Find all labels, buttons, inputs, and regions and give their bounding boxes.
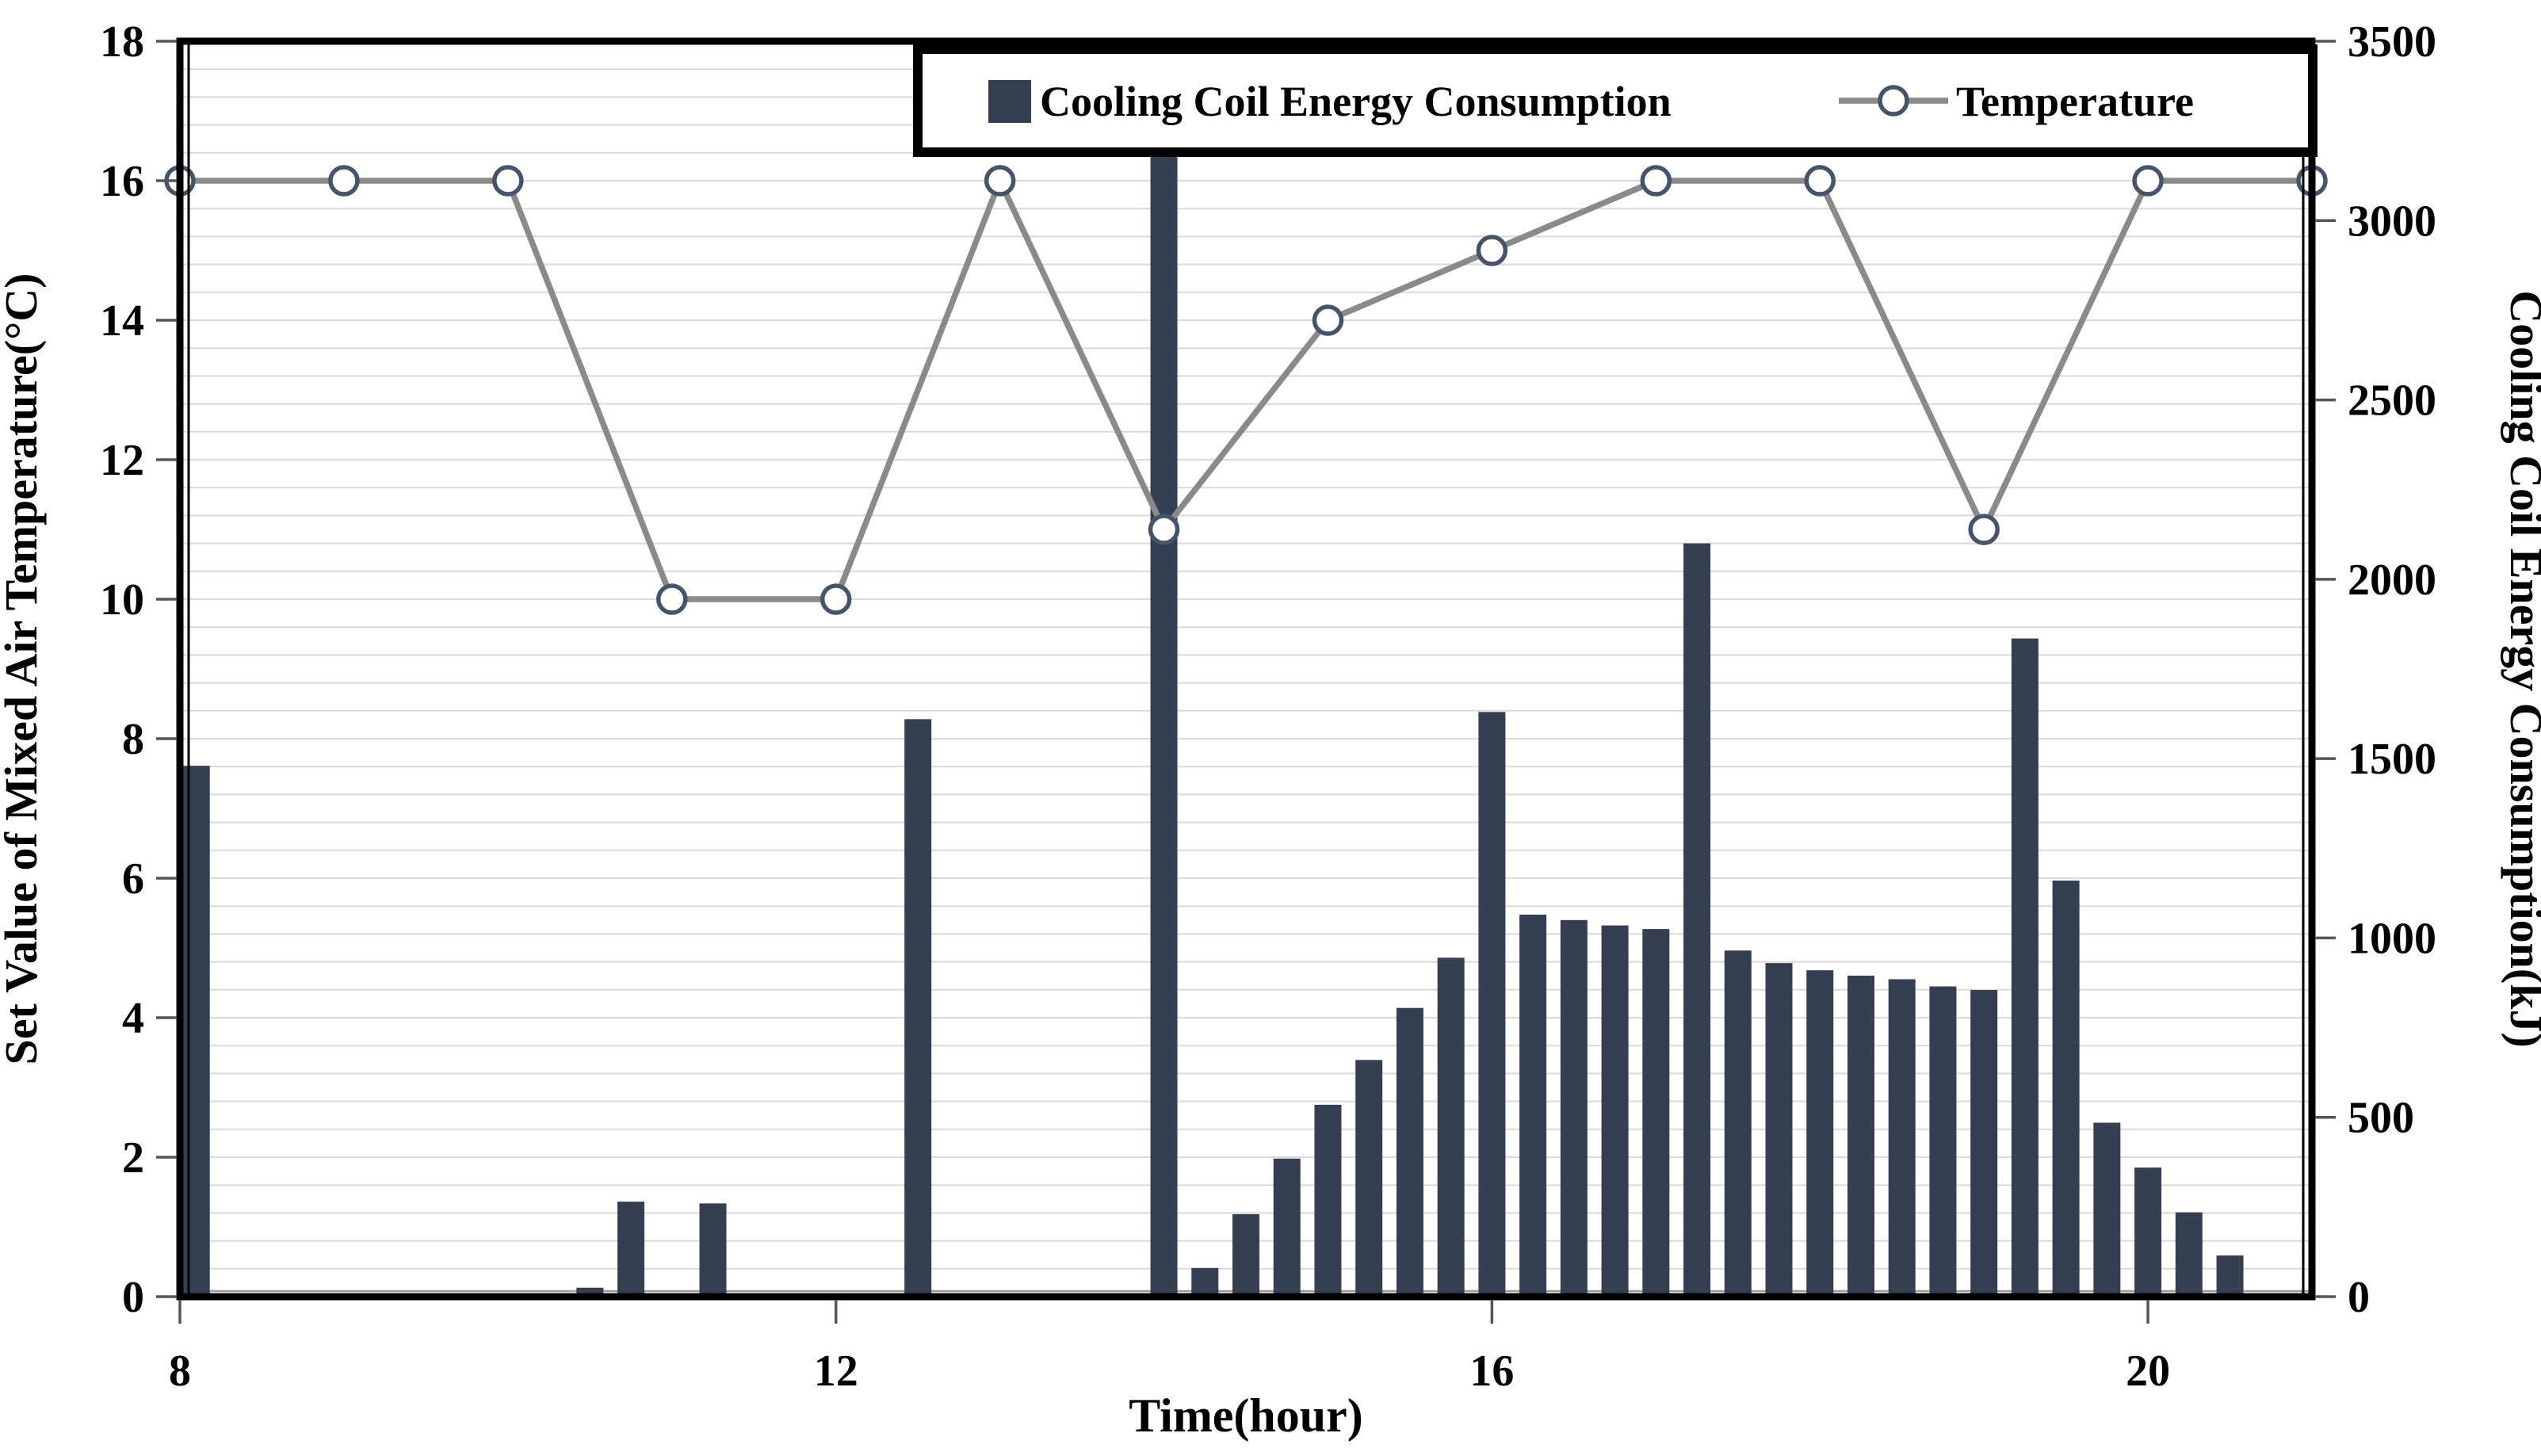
x-tick-label: 8 xyxy=(169,1347,191,1396)
left-tick-label: 0 xyxy=(122,1273,144,1322)
left-tick-label: 2 xyxy=(122,1133,144,1183)
energy-bar xyxy=(1273,1158,1301,1297)
x-tick-label: 20 xyxy=(2126,1347,2170,1396)
left-tick-label: 18 xyxy=(100,17,144,67)
legend-marker-icon xyxy=(1878,85,1909,117)
right-tick-label: 2000 xyxy=(2348,556,2436,605)
energy-bar xyxy=(617,1202,645,1297)
temperature-marker xyxy=(1968,514,2000,545)
left-axis-title: Set Value of Mixed Air Temperature(°C) xyxy=(0,273,47,1065)
temperature-marker xyxy=(1476,235,1508,266)
left-tick-label: 16 xyxy=(100,157,144,206)
energy-bar xyxy=(576,1287,604,1297)
energy-bar xyxy=(904,719,932,1297)
right-axis-title: Cooling Coil Energy Consumption(kJ) xyxy=(2501,290,2541,1048)
energy-bar xyxy=(1642,929,1670,1297)
legend-bar-label: Cooling Coil Energy Consumption xyxy=(1040,78,1672,125)
energy-bar xyxy=(2134,1167,2162,1297)
left-tick-label: 10 xyxy=(100,575,144,625)
energy-bar xyxy=(1150,131,1178,1297)
left-tick-label: 12 xyxy=(100,436,144,485)
left-tick-label: 14 xyxy=(100,296,144,346)
energy-bar xyxy=(2216,1255,2244,1297)
energy-bar xyxy=(2052,881,2080,1297)
temperature-marker xyxy=(1804,165,1836,197)
energy-bar xyxy=(1232,1213,1259,1297)
x-tick-label: 12 xyxy=(814,1347,858,1396)
left-tick-label: 6 xyxy=(122,854,144,904)
energy-bar xyxy=(1437,957,1465,1297)
left-tick-label: 4 xyxy=(122,994,144,1043)
energy-bar xyxy=(1478,712,1506,1297)
energy-bar xyxy=(1601,925,1629,1297)
temperature-marker xyxy=(984,165,1016,197)
energy-bar xyxy=(1355,1060,1383,1297)
left-tick-label: 8 xyxy=(122,715,144,764)
energy-bar xyxy=(1970,990,1998,1297)
energy-bar xyxy=(1806,970,1834,1297)
energy-bar xyxy=(1560,919,1588,1297)
temperature-marker xyxy=(492,165,524,197)
energy-bar xyxy=(1683,543,1711,1297)
x-axis-title: Time(hour) xyxy=(1129,1389,1363,1442)
energy-bar xyxy=(1314,1104,1342,1297)
right-tick-label: 500 xyxy=(2348,1094,2414,1143)
energy-bar xyxy=(1847,975,1874,1297)
energy-bar xyxy=(182,766,210,1297)
energy-bar xyxy=(1724,950,1752,1297)
temperature-marker xyxy=(1640,165,1672,197)
right-tick-label: 2500 xyxy=(2348,376,2436,426)
energy-bar xyxy=(2093,1122,2121,1297)
energy-bar xyxy=(1396,1007,1423,1297)
energy-bar xyxy=(699,1203,727,1297)
energy-bar xyxy=(1191,1267,1219,1297)
temperature-line xyxy=(177,178,2315,602)
legend-box xyxy=(913,44,2317,157)
temperature-marker xyxy=(2132,165,2164,197)
right-tick-label: 1500 xyxy=(2348,735,2436,784)
right-tick-label: 1000 xyxy=(2348,914,2436,963)
legend-line-label: Temperature xyxy=(1956,78,2194,125)
temperature-marker xyxy=(328,165,360,197)
energy-bar xyxy=(1929,986,1957,1297)
energy-bar xyxy=(1888,979,1916,1297)
plot-border xyxy=(176,37,2316,1301)
temperature-marker xyxy=(820,583,852,615)
temperature-marker xyxy=(1148,514,1180,545)
right-tick-label: 3000 xyxy=(2348,197,2436,246)
energy-bar xyxy=(2011,638,2039,1297)
energy-bar xyxy=(1765,963,1793,1297)
energy-bar xyxy=(2175,1212,2203,1297)
right-tick-label: 3500 xyxy=(2348,17,2436,67)
x-tick-label: 16 xyxy=(1469,1347,1514,1396)
temperature-marker xyxy=(656,583,688,615)
energy-bar xyxy=(1519,915,1547,1297)
legend-bar-swatch xyxy=(988,80,1031,123)
temperature-marker xyxy=(1312,304,1344,336)
right-tick-label: 0 xyxy=(2348,1273,2370,1322)
